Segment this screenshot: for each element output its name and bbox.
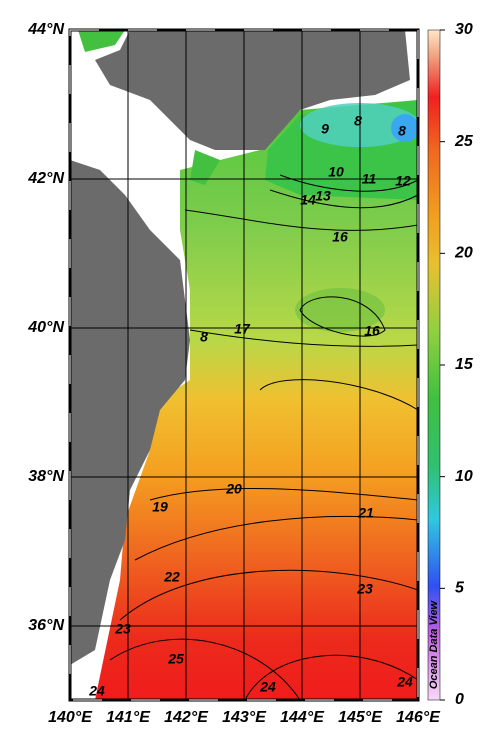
- contour-label: 8: [398, 123, 406, 139]
- lat-label: 42°N: [27, 170, 64, 187]
- contour-label: 11: [362, 171, 377, 187]
- lon-label: 146°E: [396, 709, 441, 726]
- lat-label: 36°N: [28, 617, 64, 634]
- contour-label: 23: [114, 621, 131, 637]
- contour-label: 8: [354, 113, 362, 129]
- colorbar-label: 15: [455, 356, 474, 373]
- colorbar-label: 25: [454, 133, 474, 150]
- contour-label: 17: [234, 321, 251, 337]
- contour-label: 9: [321, 121, 329, 137]
- watermark: Ocean Data View: [428, 599, 440, 689]
- contour-label: 16: [332, 229, 348, 245]
- contour-label: 24: [396, 674, 413, 690]
- contour-label: 22: [163, 569, 180, 585]
- contour-label: 25: [167, 651, 184, 667]
- colorbar-label: 20: [454, 245, 473, 262]
- contour-label: 16: [364, 323, 380, 339]
- contour-label: 19: [152, 499, 168, 515]
- colorbar-label: 30: [455, 21, 473, 38]
- contour-label: 10: [328, 164, 344, 180]
- contour-label: 21: [357, 505, 374, 521]
- contour-label: 20: [225, 481, 242, 497]
- colorbar-label: 5: [455, 580, 465, 597]
- lon-label: 143°E: [222, 709, 267, 726]
- contour-label: 24: [259, 679, 276, 695]
- contour-label: 23: [356, 581, 373, 597]
- contour-label: 14: [300, 192, 316, 208]
- lat-label: 40°N: [27, 319, 64, 336]
- map-frame-ticks: [69, 29, 419, 701]
- lon-label: 142°E: [164, 709, 209, 726]
- lat-label: 38°N: [28, 468, 64, 485]
- lon-label: 141°E: [106, 709, 151, 726]
- lon-label: 145°E: [338, 709, 383, 726]
- lon-label: 140°E: [48, 709, 93, 726]
- map-field: [70, 30, 418, 700]
- contour-label: 24: [88, 683, 105, 699]
- colorbar-label: 10: [455, 468, 473, 485]
- contour-label: 13: [315, 188, 331, 204]
- lon-label: 144°E: [280, 709, 325, 726]
- colorbar-label: 0: [455, 691, 464, 708]
- colorbar: [427, 29, 441, 701]
- lat-label: 44°N: [27, 21, 64, 38]
- contour-label: 12: [395, 173, 411, 189]
- contour-label: 8: [200, 329, 208, 345]
